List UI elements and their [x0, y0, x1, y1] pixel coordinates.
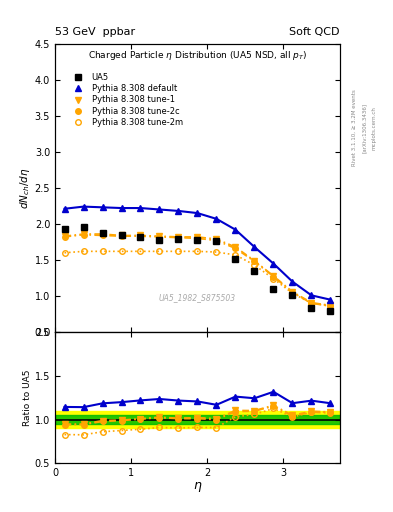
- Pythia 8.308 tune-1: [328, 303, 333, 309]
- Pythia 8.308 tune-2c: [119, 233, 124, 239]
- UA5: [290, 292, 295, 298]
- UA5: [138, 234, 143, 240]
- X-axis label: $\eta$: $\eta$: [193, 480, 202, 494]
- Pythia 8.308 tune-2c: [271, 273, 276, 280]
- Line: Pythia 8.308 tune-2m: Pythia 8.308 tune-2m: [62, 248, 333, 308]
- Pythia 8.308 tune-1: [62, 233, 67, 239]
- Pythia 8.308 tune-1: [309, 300, 314, 306]
- Pythia 8.308 default: [81, 204, 86, 210]
- Pythia 8.308 tune-2m: [176, 248, 181, 254]
- UA5: [309, 305, 314, 311]
- Pythia 8.308 tune-1: [157, 233, 162, 239]
- Text: [arXiv:1306.3436]: [arXiv:1306.3436]: [362, 103, 367, 153]
- Text: mcplots.cern.ch: mcplots.cern.ch: [371, 106, 376, 150]
- Text: UA5_1982_S875503: UA5_1982_S875503: [159, 293, 236, 302]
- Pythia 8.308 tune-1: [176, 234, 181, 240]
- Pythia 8.308 tune-2c: [214, 238, 219, 244]
- Pythia 8.308 default: [309, 292, 314, 298]
- Pythia 8.308 tune-2c: [176, 234, 181, 241]
- Pythia 8.308 tune-2c: [138, 233, 143, 239]
- UA5: [62, 226, 67, 232]
- Pythia 8.308 tune-2m: [271, 275, 276, 282]
- Legend: UA5, Pythia 8.308 default, Pythia 8.308 tune-1, Pythia 8.308 tune-2c, Pythia 8.3: UA5, Pythia 8.308 default, Pythia 8.308 …: [65, 71, 185, 129]
- Pythia 8.308 tune-1: [195, 234, 200, 240]
- Pythia 8.308 default: [195, 210, 200, 216]
- Pythia 8.308 tune-1: [233, 244, 238, 250]
- Pythia 8.308 tune-2m: [119, 248, 124, 254]
- UA5: [271, 286, 276, 292]
- Pythia 8.308 tune-1: [252, 258, 257, 264]
- UA5: [157, 237, 162, 243]
- Pythia 8.308 tune-2c: [100, 232, 105, 239]
- Pythia 8.308 tune-1: [290, 289, 295, 295]
- UA5: [81, 224, 86, 230]
- Y-axis label: Ratio to UA5: Ratio to UA5: [23, 370, 32, 426]
- Pythia 8.308 tune-1: [100, 231, 105, 237]
- Pythia 8.308 default: [252, 244, 257, 250]
- Pythia 8.308 tune-2m: [100, 248, 105, 254]
- Pythia 8.308 tune-2m: [157, 248, 162, 254]
- Pythia 8.308 tune-2c: [328, 303, 333, 309]
- Pythia 8.308 tune-1: [138, 232, 143, 239]
- Pythia 8.308 tune-2m: [252, 262, 257, 268]
- Pythia 8.308 default: [157, 206, 162, 212]
- Pythia 8.308 tune-2m: [309, 300, 314, 306]
- Pythia 8.308 tune-2m: [328, 303, 333, 309]
- Y-axis label: $dN_{ch}/d\eta$: $dN_{ch}/d\eta$: [18, 167, 32, 208]
- UA5: [214, 238, 219, 244]
- Pythia 8.308 tune-2c: [195, 236, 200, 242]
- Pythia 8.308 tune-1: [81, 231, 86, 237]
- Pythia 8.308 tune-2m: [195, 248, 200, 254]
- UA5: [100, 229, 105, 236]
- Pythia 8.308 default: [119, 205, 124, 211]
- UA5: [195, 237, 200, 243]
- Line: UA5: UA5: [61, 224, 334, 314]
- Pythia 8.308 tune-2m: [233, 252, 238, 258]
- Pythia 8.308 tune-2m: [62, 250, 67, 256]
- Pythia 8.308 default: [62, 206, 67, 212]
- Pythia 8.308 tune-2c: [252, 259, 257, 265]
- Pythia 8.308 tune-2m: [290, 290, 295, 296]
- Line: Pythia 8.308 default: Pythia 8.308 default: [62, 204, 333, 303]
- Pythia 8.308 default: [233, 227, 238, 233]
- Text: 53 GeV  ppbar: 53 GeV ppbar: [55, 27, 135, 37]
- Line: Pythia 8.308 tune-2c: Pythia 8.308 tune-2c: [62, 232, 333, 309]
- Pythia 8.308 default: [290, 279, 295, 285]
- UA5: [328, 307, 333, 313]
- UA5: [119, 231, 124, 238]
- Text: Soft QCD: Soft QCD: [290, 27, 340, 37]
- Pythia 8.308 tune-2c: [290, 289, 295, 295]
- Bar: [55, 411, 340, 429]
- Text: Rivet 3.1.10, ≥ 3.2M events: Rivet 3.1.10, ≥ 3.2M events: [352, 90, 357, 166]
- UA5: [233, 255, 238, 262]
- Pythia 8.308 default: [176, 208, 181, 214]
- Bar: [55, 415, 340, 424]
- Pythia 8.308 default: [138, 205, 143, 211]
- Pythia 8.308 tune-2c: [233, 245, 238, 251]
- Pythia 8.308 default: [214, 216, 219, 222]
- Pythia 8.308 tune-2c: [81, 231, 86, 238]
- UA5: [176, 236, 181, 242]
- Pythia 8.308 tune-2m: [138, 248, 143, 254]
- Pythia 8.308 default: [271, 261, 276, 267]
- Pythia 8.308 tune-1: [119, 232, 124, 239]
- Pythia 8.308 tune-2c: [157, 234, 162, 240]
- Text: Charged Particle $\eta$ Distribution (UA5 NSD, all $p_T$): Charged Particle $\eta$ Distribution (UA…: [88, 49, 307, 62]
- UA5: [252, 268, 257, 274]
- Line: Pythia 8.308 tune-1: Pythia 8.308 tune-1: [62, 231, 333, 308]
- Pythia 8.308 default: [100, 204, 105, 210]
- Pythia 8.308 tune-2c: [62, 234, 67, 240]
- Pythia 8.308 tune-2c: [309, 300, 314, 306]
- Pythia 8.308 default: [328, 296, 333, 303]
- Pythia 8.308 tune-1: [214, 236, 219, 242]
- Pythia 8.308 tune-2m: [214, 249, 219, 255]
- Pythia 8.308 tune-1: [271, 273, 276, 279]
- Pythia 8.308 tune-2m: [81, 248, 86, 254]
